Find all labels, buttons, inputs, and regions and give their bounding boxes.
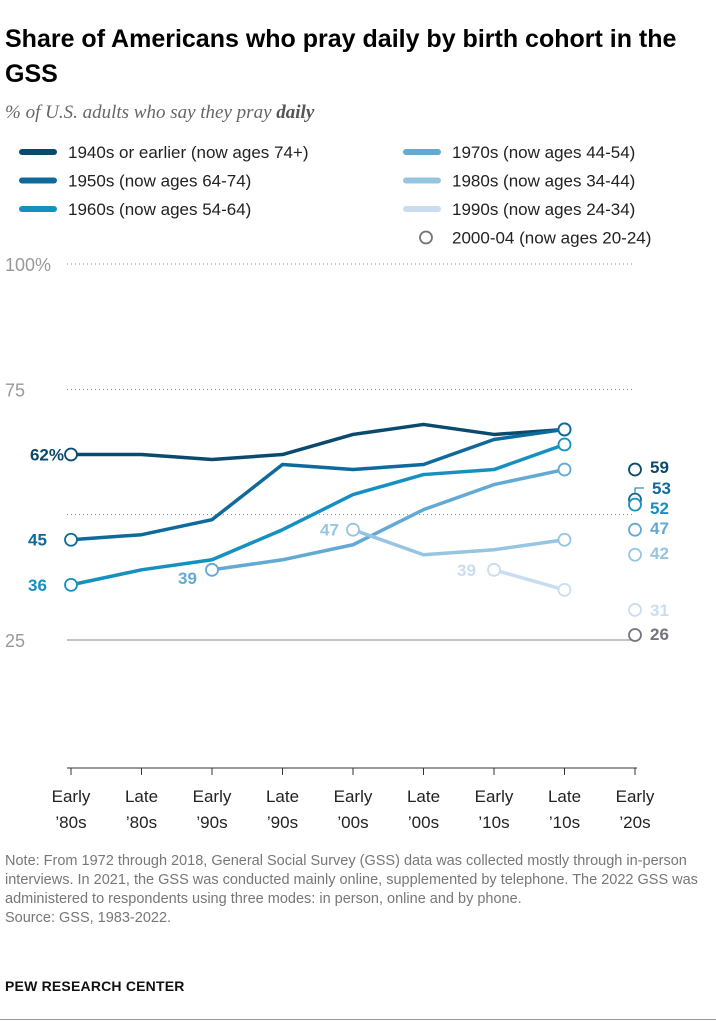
end-label-leader-1 [634, 487, 644, 494]
data-point-3-7 [557, 462, 572, 477]
subtitle-prefix: % of U.S. adults who say they pray [5, 102, 277, 123]
legend-label-1: 1950s (now ages 64-74) [68, 172, 251, 191]
data-point-2-7 [557, 437, 572, 452]
series-line-5 [492, 568, 567, 592]
start-label-5: 39 [457, 561, 476, 580]
series-line-2 [69, 442, 567, 587]
data-point-5-6 [487, 562, 501, 577]
data-point-5-7 [557, 582, 572, 597]
end-label-0: 59 [650, 458, 669, 477]
start-label-2: 36 [28, 576, 47, 595]
source-text: Source: GSS, 1983-2022. [5, 910, 172, 926]
legend-marker-6 [419, 230, 433, 245]
start-label-3: 39 [178, 569, 197, 588]
x-tick-label-top-2: Early [193, 787, 232, 806]
end-label-6: 26 [650, 625, 669, 644]
end-label-1: 53 [652, 479, 671, 498]
legend-label-5: 1990s (now ages 24-34) [452, 200, 635, 219]
legend-label-2: 1960s (now ages 54-64) [68, 200, 251, 219]
data-point-1-7 [557, 422, 572, 437]
data-point-1-0 [64, 532, 78, 547]
chart-subtitle: % of U.S. adults who say they pray daily [5, 102, 314, 124]
x-tick-label-bottom-2: ’90s [196, 813, 227, 832]
start-label-0: 62% [30, 446, 64, 465]
series-line-3 [210, 467, 567, 572]
start-label-4: 47 [320, 521, 339, 540]
series-line-0 [69, 422, 567, 462]
end-label-4: 42 [650, 544, 669, 563]
end-point-0 [628, 462, 642, 477]
series-line-4 [351, 527, 567, 557]
end-point-5 [628, 603, 642, 617]
legend-label-3: 1970s (now ages 44-54) [452, 143, 635, 162]
end-point-6 [628, 628, 642, 642]
x-tick-label-bottom-7: ’10s [549, 813, 580, 832]
line-chart: 1940s or earlier (now ages 74+) 1950s (no… [5, 143, 671, 832]
legend-label-0: 1940s or earlier (now ages 74+) [68, 143, 309, 162]
x-tick-label-top-5: Late [407, 787, 440, 806]
legend-label-4: 1980s (now ages 34-44) [452, 172, 635, 191]
y-tick-label-100: 100% [5, 255, 51, 275]
x-tick-label-bottom-5: ’00s [408, 813, 439, 832]
x-tick-label-bottom-4: ’00s [337, 813, 368, 832]
bottom-divider [0, 1019, 716, 1020]
x-tick-label-top-1: Late [125, 787, 158, 806]
note-text: Note: From 1972 through 2018, General So… [5, 853, 698, 907]
end-label-2: 52 [650, 499, 669, 518]
x-tick-label-top-7: Late [548, 787, 581, 806]
data-point-4-4 [346, 522, 360, 537]
x-tick-label-top-0: Early [52, 787, 91, 806]
data-point-0-0 [64, 447, 78, 462]
publisher-brand: PEW RESEARCH CENTER [5, 978, 185, 994]
x-tick-label-bottom-1: ’80s [126, 813, 157, 832]
data-point-3-2 [205, 562, 219, 577]
end-label-3: 47 [650, 519, 669, 538]
y-tick-label-25: 25 [5, 631, 25, 651]
x-tick-label-top-6: Early [475, 787, 514, 806]
y-tick-label-75: 75 [5, 380, 25, 400]
end-point-2 [628, 497, 642, 512]
end-label-5: 31 [650, 601, 669, 620]
chart-title: Share of Americans who pray daily by bir… [5, 25, 677, 88]
series-line-1 [69, 427, 567, 542]
end-point-3 [628, 522, 642, 537]
chart-note: Note: From 1972 through 2018, General So… [5, 852, 705, 928]
subtitle-emphasis: daily [276, 102, 315, 123]
x-tick-label-bottom-3: ’90s [267, 813, 298, 832]
data-point-2-0 [64, 577, 78, 592]
x-tick-label-top-8: Early [616, 787, 655, 806]
x-tick-label-bottom-6: ’10s [478, 813, 509, 832]
data-point-4-7 [557, 532, 572, 547]
x-tick-label-bottom-8: ’20s [619, 813, 650, 832]
x-tick-label-bottom-0: ’80s [55, 813, 86, 832]
end-point-4 [628, 547, 642, 562]
x-tick-label-top-3: Late [266, 787, 299, 806]
start-label-1: 45 [28, 531, 47, 550]
legend-label-6: 2000-04 (now ages 20-24) [452, 229, 651, 248]
x-tick-label-top-4: Early [334, 787, 373, 806]
